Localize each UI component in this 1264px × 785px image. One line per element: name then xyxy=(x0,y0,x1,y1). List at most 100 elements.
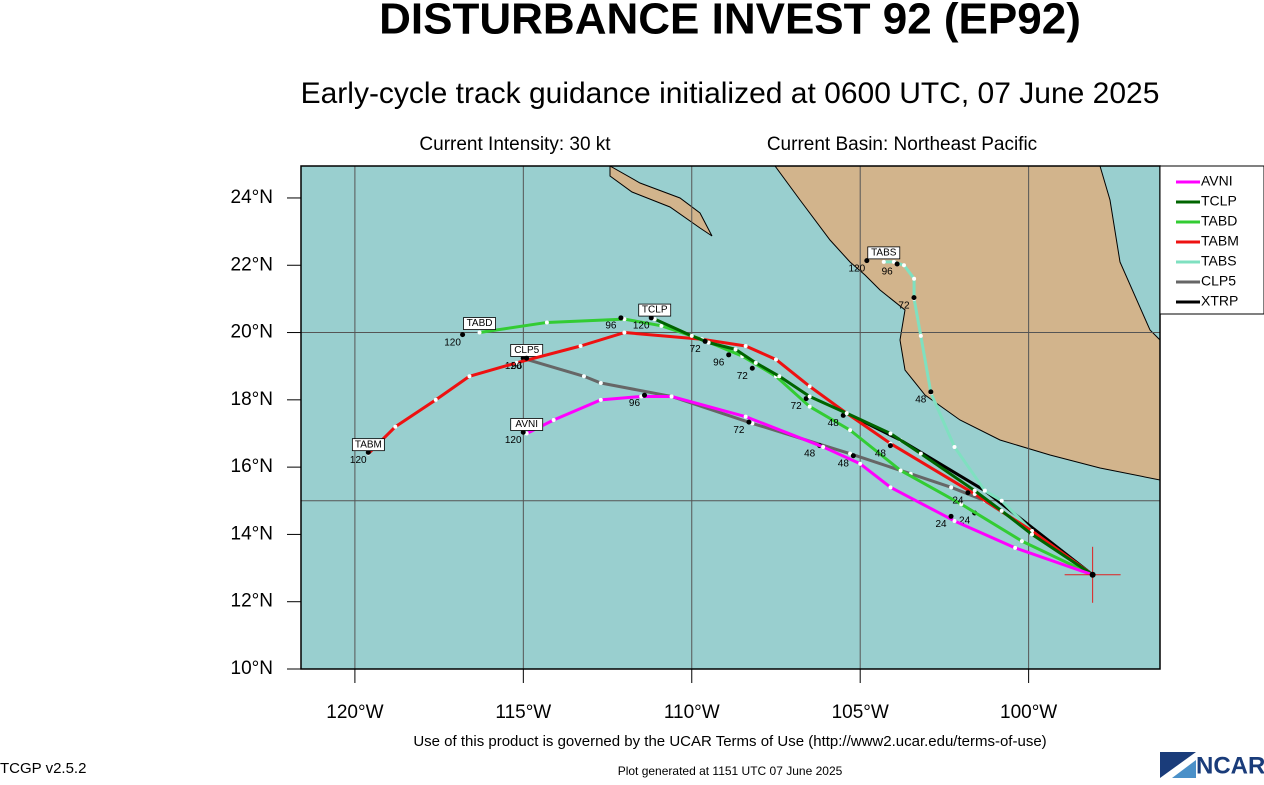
track xyxy=(654,317,1094,577)
tracks: 2448120CLP5487296120TABS7296120TABM48729… xyxy=(350,246,1121,603)
track xyxy=(526,394,1094,577)
y-tick-label: 14°N xyxy=(231,523,273,544)
track-point xyxy=(743,344,748,349)
forecast-point xyxy=(726,352,732,358)
track-point xyxy=(578,344,583,349)
track-point xyxy=(821,444,826,449)
track-point xyxy=(999,498,1004,503)
track-point xyxy=(888,485,893,490)
track-point xyxy=(581,374,586,379)
mainland xyxy=(774,166,1160,481)
forecast-hour: 72 xyxy=(898,300,910,311)
forecast-point xyxy=(965,490,971,496)
track-name: TABM xyxy=(355,439,382,450)
forecast-point xyxy=(641,392,647,398)
forecast-hour: 96 xyxy=(882,267,894,278)
legend-entries: XTRP CLP5 TABS TABM TABD TCLP AVNI xyxy=(1176,173,1239,309)
track-point xyxy=(848,428,853,433)
forecast-hour: 96 xyxy=(629,398,641,409)
forecast-hour: 120 xyxy=(444,337,461,348)
intensity: Current Intensity: 30 kt xyxy=(419,134,611,155)
track-point xyxy=(918,451,923,456)
track-point xyxy=(393,424,398,429)
track-point xyxy=(982,488,987,493)
track-point xyxy=(807,384,812,389)
track-point xyxy=(888,431,893,436)
legend-label: AVNI xyxy=(1201,173,1233,189)
current-position xyxy=(1089,571,1096,578)
legend xyxy=(1159,165,1264,315)
forecast-hour: 24 xyxy=(952,495,964,506)
track-point xyxy=(918,333,923,338)
forecast-point xyxy=(520,429,526,435)
legend-label: TABD xyxy=(1201,213,1237,229)
track-point xyxy=(551,418,556,423)
forecast-point xyxy=(948,513,954,519)
forecast-hour: 120 xyxy=(848,263,865,274)
forecast-point xyxy=(524,355,530,361)
track-point xyxy=(622,330,627,335)
land xyxy=(609,166,1160,481)
track-point xyxy=(881,259,886,264)
version: TCGP v2.5.2 xyxy=(0,760,86,777)
forecast-point xyxy=(749,365,755,371)
track-point xyxy=(669,394,674,399)
x-tick-label: 120°W xyxy=(326,702,383,723)
track-name-box xyxy=(510,418,544,431)
forecast-hour: 48 xyxy=(828,418,840,429)
legend-label: CLP5 xyxy=(1201,273,1236,289)
basin: Current Basin: Northeast Pacific xyxy=(767,134,1037,155)
forecast-point xyxy=(803,396,809,402)
track-name-box xyxy=(867,246,901,260)
forecast-hour: 48 xyxy=(804,448,816,459)
y-tick-label: 22°N xyxy=(231,254,273,275)
track-point xyxy=(898,468,903,473)
track-point xyxy=(1029,532,1034,537)
x-tick-label: 115°W xyxy=(495,702,551,723)
track-point xyxy=(949,485,954,490)
forecast-hour: 96 xyxy=(511,361,523,372)
track-point xyxy=(777,374,782,379)
y-tick-label: 24°N xyxy=(231,187,273,208)
forecast-point xyxy=(911,295,917,301)
track-name: TABS xyxy=(871,248,897,259)
track-point xyxy=(773,357,778,362)
forecast-hour: 72 xyxy=(737,371,749,382)
x-tick-label: 100°W xyxy=(1000,702,1057,723)
forecast-hour: 96 xyxy=(713,357,725,368)
track-point xyxy=(999,508,1004,513)
forecast-point xyxy=(702,338,708,344)
forecast-hour: 120 xyxy=(633,320,650,331)
forecast-point xyxy=(365,449,371,455)
y-tick-label: 16°N xyxy=(231,456,273,477)
terms: Use of this product is governed by the U… xyxy=(413,733,1046,750)
legend-label: XTRP xyxy=(1201,293,1238,309)
track-point xyxy=(743,414,748,419)
track-point xyxy=(733,347,738,352)
forecast-hour: 96 xyxy=(605,320,617,331)
logo-mark xyxy=(1160,752,1196,778)
track-name: TABD xyxy=(467,318,493,329)
forecast-hour: 120 xyxy=(505,435,522,446)
forecast-hour: 72 xyxy=(791,401,803,412)
logo: NCAR xyxy=(1160,752,1264,779)
track-name-box xyxy=(351,438,385,452)
track-point xyxy=(1013,545,1018,550)
track-point xyxy=(433,397,438,402)
y-tick-label: 10°N xyxy=(231,658,273,679)
baja xyxy=(609,166,713,237)
forecast-point xyxy=(850,453,856,459)
forecast-hour: 24 xyxy=(935,519,947,530)
track-point xyxy=(972,488,977,493)
track-point xyxy=(901,263,906,268)
track-point xyxy=(858,461,863,466)
track-point xyxy=(544,320,549,325)
track-point xyxy=(807,394,812,399)
y-tick-label: 18°N xyxy=(231,389,273,410)
track-point xyxy=(807,404,812,409)
track-point xyxy=(477,330,482,335)
track-name-box xyxy=(638,303,672,317)
forecast-hour: 48 xyxy=(875,448,887,459)
forecast-hour: 24 xyxy=(959,516,971,527)
